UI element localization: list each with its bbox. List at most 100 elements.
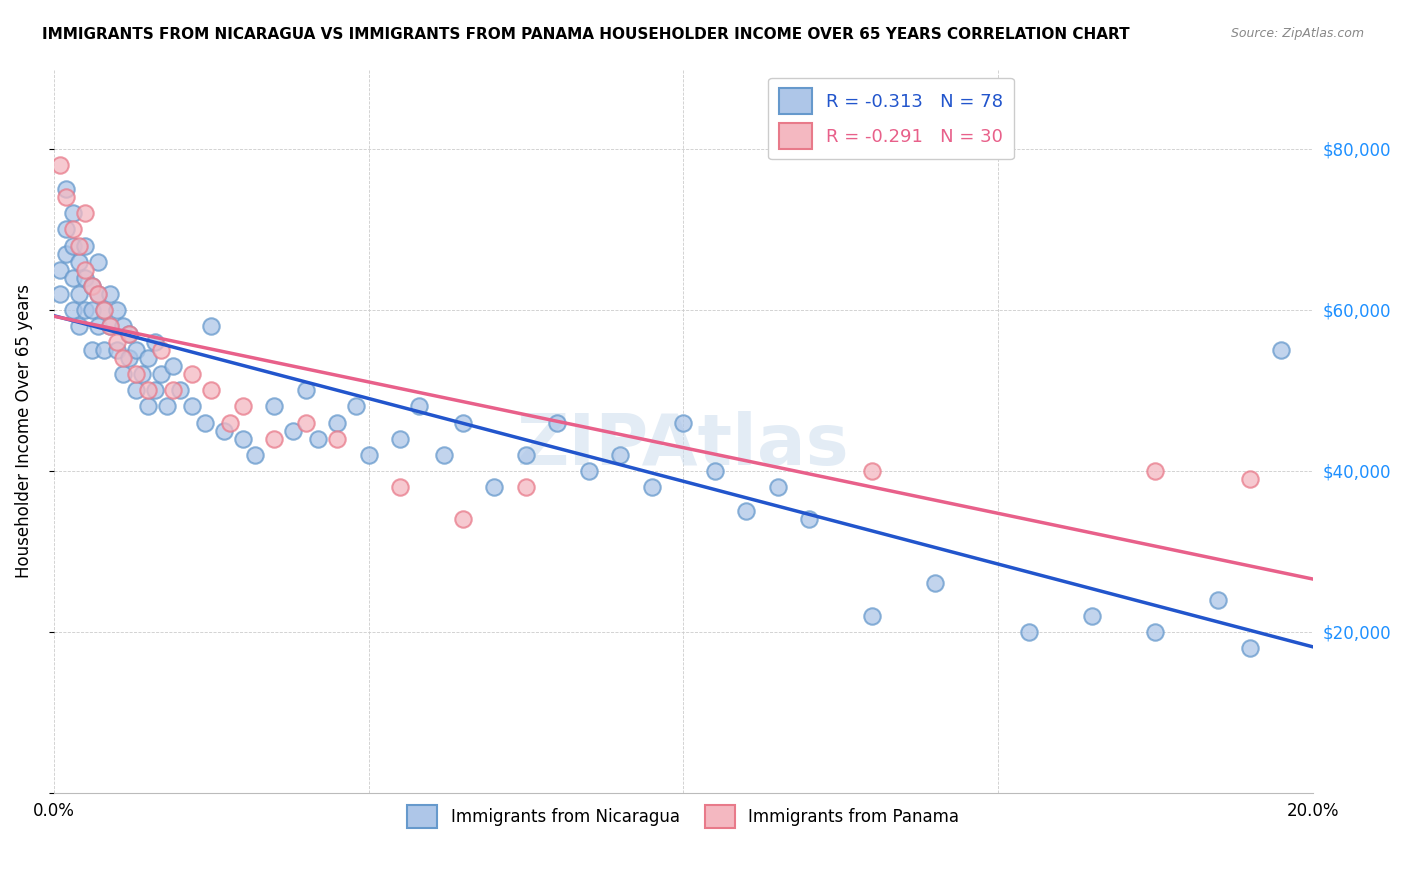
Point [232, 400, 254, 414]
Point [515, 480, 537, 494]
Point [451, 416, 474, 430]
Point [263, 400, 285, 414]
Point [672, 416, 695, 430]
Point [75, 302, 97, 317]
Point [149, 368, 172, 382]
Point [62, 238, 84, 252]
Point [515, 448, 537, 462]
Point [408, 400, 430, 414]
Point [118, 326, 141, 341]
Point [860, 464, 883, 478]
Point [219, 416, 242, 430]
Point [1239, 472, 1261, 486]
Point [860, 608, 883, 623]
Point [80, 278, 103, 293]
Point [212, 424, 235, 438]
Point [156, 400, 179, 414]
Point [93, 343, 115, 358]
Point [62, 270, 84, 285]
Point [326, 416, 349, 430]
Point [245, 448, 267, 462]
Point [75, 206, 97, 220]
Point [55, 182, 77, 196]
Point [433, 448, 456, 462]
Point [307, 432, 329, 446]
Point [105, 334, 128, 349]
Point [118, 326, 141, 341]
Point [124, 384, 146, 398]
Point [87, 318, 110, 333]
Point [112, 318, 135, 333]
Point [80, 343, 103, 358]
Text: ZIPAtlas: ZIPAtlas [517, 410, 849, 480]
Point [131, 368, 153, 382]
Point [49, 158, 72, 172]
Point [451, 512, 474, 526]
Point [100, 318, 122, 333]
Point [55, 222, 77, 236]
Point [62, 302, 84, 317]
Point [105, 302, 128, 317]
Point [105, 343, 128, 358]
Point [75, 238, 97, 252]
Point [162, 359, 184, 374]
Point [484, 480, 506, 494]
Point [200, 318, 222, 333]
Point [67, 254, 90, 268]
Point [294, 416, 316, 430]
Point [357, 448, 380, 462]
Point [281, 424, 304, 438]
Point [112, 351, 135, 366]
Point [1018, 624, 1040, 639]
Point [143, 334, 166, 349]
Point [1270, 343, 1292, 358]
Point [1144, 464, 1167, 478]
Point [766, 480, 789, 494]
Point [162, 384, 184, 398]
Point [112, 368, 135, 382]
Point [87, 286, 110, 301]
Point [118, 351, 141, 366]
Point [389, 480, 412, 494]
Point [49, 262, 72, 277]
Y-axis label: Householder Income Over 65 years: Householder Income Over 65 years [15, 284, 32, 578]
Point [294, 384, 316, 398]
Point [194, 416, 217, 430]
Point [924, 576, 946, 591]
Point [703, 464, 725, 478]
Point [200, 384, 222, 398]
Point [62, 222, 84, 236]
Point [609, 448, 631, 462]
Point [124, 368, 146, 382]
Point [641, 480, 664, 494]
Point [55, 246, 77, 260]
Point [136, 400, 159, 414]
Point [181, 400, 204, 414]
Point [75, 270, 97, 285]
Point [1206, 592, 1229, 607]
Point [735, 504, 758, 518]
Point [80, 302, 103, 317]
Point [67, 286, 90, 301]
Point [67, 318, 90, 333]
Point [75, 262, 97, 277]
Point [1239, 640, 1261, 655]
Point [797, 512, 820, 526]
Point [181, 368, 204, 382]
Point [169, 384, 191, 398]
Point [80, 278, 103, 293]
Legend: Immigrants from Nicaragua, Immigrants from Panama: Immigrants from Nicaragua, Immigrants fr… [401, 798, 966, 835]
Point [136, 384, 159, 398]
Point [546, 416, 568, 430]
Point [67, 238, 90, 252]
Point [136, 351, 159, 366]
Point [87, 254, 110, 268]
Point [49, 286, 72, 301]
Point [55, 190, 77, 204]
Point [93, 302, 115, 317]
Point [143, 384, 166, 398]
Point [87, 286, 110, 301]
Point [1144, 624, 1167, 639]
Point [389, 432, 412, 446]
Point [232, 432, 254, 446]
